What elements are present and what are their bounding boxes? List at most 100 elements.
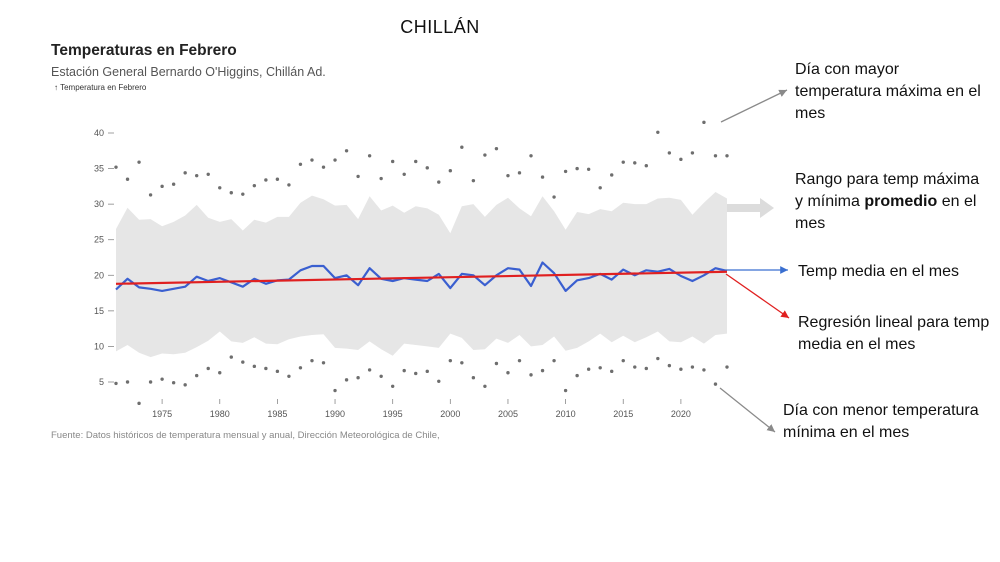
mean-temp-line xyxy=(115,261,728,292)
max-day-point xyxy=(448,169,453,173)
arrow-min-day xyxy=(719,387,776,433)
max-day-point xyxy=(310,158,314,162)
min-day-point xyxy=(448,358,453,363)
max-day-point xyxy=(437,180,441,184)
annotation-range-suffix: en el mes xyxy=(795,193,977,232)
arrow-regression xyxy=(725,273,790,319)
min-day-point xyxy=(656,356,660,361)
max-day-point xyxy=(414,159,418,164)
max-day-point xyxy=(183,171,187,175)
max-day-point xyxy=(390,159,395,164)
min-day-point xyxy=(264,366,268,371)
max-day-point xyxy=(575,166,579,171)
x-tick-label: 1975 xyxy=(152,409,172,419)
min-day-point xyxy=(390,384,395,388)
max-day-point xyxy=(367,154,372,158)
x-tick-label: 1995 xyxy=(383,409,403,419)
max-day-point xyxy=(379,176,383,181)
x-tick-label: 2020 xyxy=(671,409,691,419)
max-day-point xyxy=(356,174,360,179)
min-day-point xyxy=(414,371,418,376)
min-day-point xyxy=(586,367,591,371)
min-day-point xyxy=(690,365,695,369)
max-day-point xyxy=(540,175,545,179)
max-day-point xyxy=(241,192,245,196)
chart-title: Temperaturas en Febrero xyxy=(51,42,237,59)
x-tick-label: 2005 xyxy=(498,409,518,419)
y-tick-label: 5 xyxy=(99,377,104,387)
min-day-point xyxy=(252,364,257,369)
chart-subtitle: Estación General Bernardo O'Higgins, Chi… xyxy=(51,65,326,79)
min-day-point xyxy=(171,381,176,385)
max-day-point xyxy=(494,146,499,151)
min-day-point xyxy=(148,380,153,384)
y-tick-label: 30 xyxy=(94,199,104,209)
max-day-point xyxy=(344,149,349,153)
min-day-point xyxy=(310,358,314,363)
min-day-point xyxy=(471,376,476,380)
annotation-range: Rango para temp máxima y mínima promedio… xyxy=(795,169,990,235)
max-day-point xyxy=(125,177,130,181)
min-day-point xyxy=(356,376,360,380)
x-tick-label: 2010 xyxy=(556,409,576,419)
max-day-point xyxy=(656,130,660,134)
max-day-point xyxy=(702,120,706,125)
max-day-point xyxy=(610,173,614,177)
min-day-point xyxy=(713,382,718,386)
min-day-point xyxy=(125,380,130,384)
min-day-point xyxy=(529,373,533,377)
x-tick-label: 2015 xyxy=(613,409,633,419)
max-day-point xyxy=(321,165,326,169)
annotation-range-prefix: Rango para temp máxima y mínima xyxy=(795,171,980,210)
min-day-point xyxy=(702,368,706,372)
min-day-point xyxy=(679,367,683,371)
x-tick-label: 2000 xyxy=(440,409,460,419)
min-day-point xyxy=(160,377,164,381)
min-day-point xyxy=(563,388,568,393)
y-tick-label: 25 xyxy=(94,235,104,245)
avg-range-band xyxy=(116,192,727,358)
annotation-range-bold: promedio xyxy=(864,193,938,210)
source-note: Fuente: Datos históricos de temperatura … xyxy=(51,430,440,441)
min-day-point xyxy=(367,368,372,372)
min-day-point xyxy=(344,378,349,382)
y-tick-label: 15 xyxy=(94,306,104,316)
regression-line xyxy=(115,270,728,285)
y-tick-label: 10 xyxy=(94,341,104,351)
min-day-point xyxy=(275,369,280,374)
annotation-max-day: Día con mayor temperatura máxima en el m… xyxy=(795,61,981,122)
min-day-point xyxy=(494,361,499,366)
min-day-point xyxy=(287,374,291,379)
max-day-point xyxy=(298,162,303,167)
max-day-point xyxy=(713,154,718,158)
min-day-point xyxy=(137,401,141,406)
max-day-point xyxy=(517,171,522,175)
y-tick-label: 40 xyxy=(94,128,104,138)
max-day-point xyxy=(148,193,153,197)
min-day-point xyxy=(321,361,326,365)
min-day-point xyxy=(575,373,579,378)
annotation-min-day: Día con menor temperatura mínima en el m… xyxy=(783,402,979,441)
max-day-point xyxy=(287,183,291,187)
max-day-point xyxy=(425,166,429,170)
slide-title: CHILLÁN xyxy=(400,17,480,37)
max-day-point xyxy=(171,182,176,186)
max-day-point xyxy=(252,183,257,188)
min-day-point xyxy=(621,358,625,363)
max-day-point xyxy=(483,153,487,157)
x-tick-label: 1980 xyxy=(210,409,230,419)
max-day-point xyxy=(667,151,672,155)
min-day-point xyxy=(506,371,510,375)
max-day-point xyxy=(206,172,210,176)
max-day-point xyxy=(563,169,568,174)
max-day-point xyxy=(460,145,464,149)
max-day-point xyxy=(264,178,268,182)
x-tick-label: 1990 xyxy=(325,409,345,419)
max-day-point xyxy=(218,186,222,190)
min-day-point xyxy=(517,358,522,363)
max-day-point xyxy=(644,164,649,168)
min-day-point xyxy=(644,366,649,371)
x-tick-label: 1985 xyxy=(267,409,287,419)
min-day-point xyxy=(610,369,614,374)
